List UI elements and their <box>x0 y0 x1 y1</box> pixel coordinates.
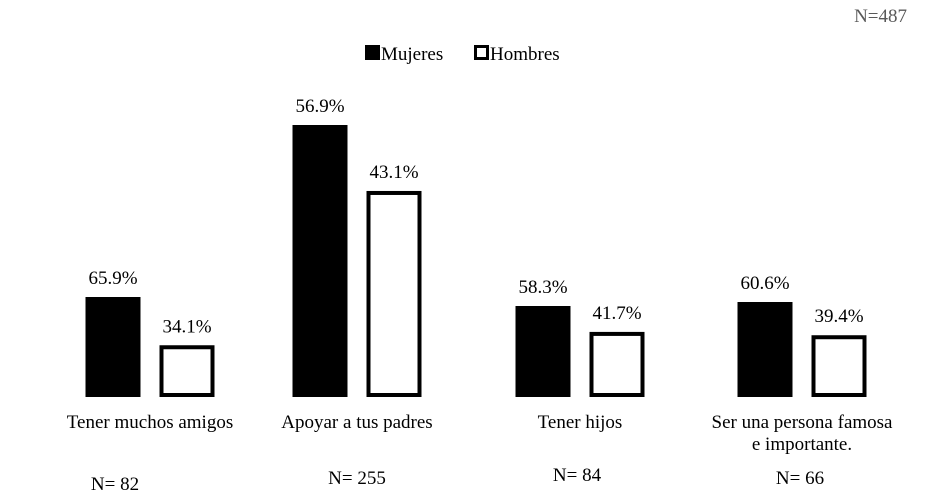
legend-label-hombres: Hombres <box>490 44 560 65</box>
bar-mujeres-4 <box>737 302 793 397</box>
data-label-hombres-2: 43.1% <box>369 162 418 183</box>
bar-hombres-2 <box>366 190 422 397</box>
bar-mujeres-2 <box>292 125 348 397</box>
bar-mujeres-3 <box>515 306 571 397</box>
category-label-4-line-2: e importante. <box>752 434 852 455</box>
total-n-label: N=487 <box>854 6 907 27</box>
category-label-1: Tener muchos amigos <box>67 412 233 433</box>
labels-layer: 65.9% 34.1% Tener muchos amigos N= 82 56.9% 4… <box>67 96 893 495</box>
category-label-2: Apoyar a tus padres <box>281 412 432 433</box>
data-label-hombres-4: 39.4% <box>814 306 863 327</box>
data-label-mujeres-2: 56.9% <box>295 96 344 117</box>
bar-hombres-4 <box>811 335 867 397</box>
legend-swatch-mujeres <box>365 45 380 60</box>
legend-label-mujeres: Mujeres <box>381 44 443 65</box>
bar-hombres-1 <box>159 345 215 398</box>
bar-hombres-3 <box>589 331 645 397</box>
legend-swatch-hombres <box>474 45 489 60</box>
group-n-label-3: N= 84 <box>553 465 602 486</box>
group-n-label-1: N= 82 <box>91 474 139 495</box>
data-label-mujeres-4: 60.6% <box>740 273 789 294</box>
data-label-mujeres-3: 58.3% <box>518 277 567 298</box>
bars-layer <box>85 125 867 398</box>
category-label-3: Tener hijos <box>538 412 623 433</box>
data-label-hombres-1: 34.1% <box>162 316 211 337</box>
group-n-label-2: N= 255 <box>328 468 386 489</box>
bar-mujeres-1 <box>85 297 141 397</box>
category-label-4-line-1: Ser una persona famosa <box>712 412 894 433</box>
data-label-mujeres-1: 65.9% <box>88 268 137 289</box>
group-n-label-4: N= 66 <box>776 468 824 489</box>
data-label-hombres-3: 41.7% <box>592 303 641 324</box>
legend: Mujeres Hombres <box>365 44 560 65</box>
